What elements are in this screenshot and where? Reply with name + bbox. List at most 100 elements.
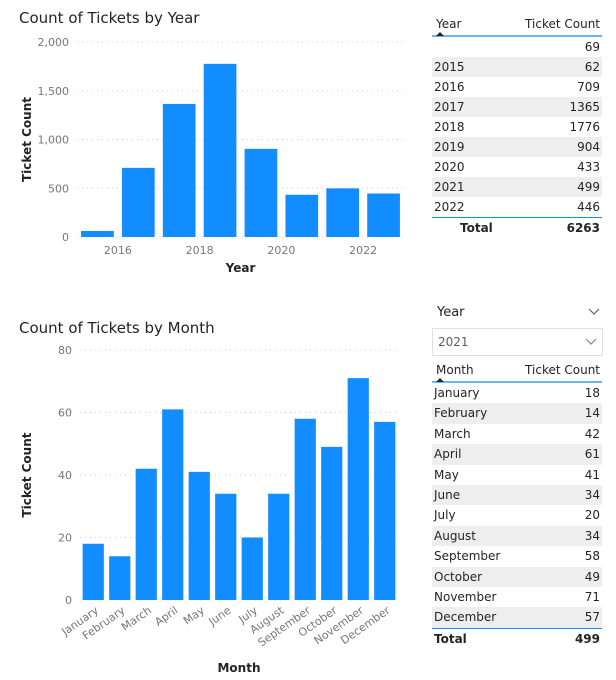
row-label: 2021 [434, 180, 465, 194]
y-axis-label: Ticket Count [20, 432, 34, 517]
bar [347, 378, 369, 600]
x-tick-label: 2022 [349, 244, 377, 257]
table-row[interactable]: December 57 [432, 607, 602, 628]
row-value: 1365 [569, 100, 600, 114]
total-row: Total 499 [432, 627, 602, 649]
table-row[interactable]: 2018 1776 [432, 117, 602, 137]
row-label: 2015 [434, 60, 465, 74]
bar [241, 537, 263, 600]
y-tick-label: 80 [58, 344, 72, 357]
row-value: 34 [584, 528, 600, 543]
row-value: 14 [584, 406, 600, 421]
row-label: April [434, 447, 462, 462]
row-label: July [434, 508, 456, 523]
bar [135, 468, 157, 600]
table-row[interactable]: 2021 499 [432, 177, 602, 197]
bar [188, 471, 210, 600]
bar [294, 418, 316, 600]
bar [285, 194, 319, 237]
table-row[interactable]: 2015 62 [432, 57, 602, 77]
y-tick-label: 0 [65, 594, 72, 607]
sort-ascending-icon [436, 378, 444, 382]
header-ticket-count[interactable]: Ticket Count [525, 17, 600, 31]
table-row[interactable]: 2019 904 [432, 137, 602, 157]
bar [326, 188, 360, 237]
table-row[interactable]: May 41 [432, 465, 602, 485]
table-row[interactable]: February 14 [432, 403, 602, 424]
header-year[interactable]: Year [436, 17, 462, 31]
x-tick-label: June [206, 604, 234, 629]
slicer-value: 2021 [438, 335, 469, 349]
chevron-down-icon [585, 338, 597, 345]
total-row: Total 6263 [432, 217, 602, 238]
x-tick-label: 2016 [104, 244, 132, 257]
bar [162, 409, 184, 600]
table-row[interactable]: January 18 [432, 383, 602, 403]
x-tick-label: April [152, 604, 180, 629]
row-label: 2016 [434, 80, 465, 94]
table-row[interactable]: August 34 [432, 525, 602, 547]
bar [268, 493, 290, 600]
table-row[interactable]: 2022 446 [432, 197, 602, 217]
year-slicer-dropdown[interactable]: 2021 [432, 328, 603, 356]
x-axis-label: Month [217, 661, 260, 675]
bar [321, 446, 343, 600]
month-chart-title: Count of Tickets by Month [19, 319, 215, 337]
row-label: August [434, 528, 476, 543]
bar [374, 421, 396, 600]
table-row[interactable]: 2020 433 [432, 157, 602, 177]
table-row[interactable]: 2016 709 [432, 77, 602, 97]
row-label: 2020 [434, 160, 465, 174]
row-value: 69 [584, 40, 600, 54]
row-label: December [434, 610, 497, 625]
row-value: 42 [584, 426, 600, 441]
row-label: September [434, 549, 501, 564]
row-label: January [434, 386, 480, 400]
table-row[interactable]: April 61 [432, 444, 602, 465]
table-row[interactable]: October 49 [432, 566, 602, 587]
row-label: February [434, 406, 488, 421]
y-axis-label: Ticket Count [20, 97, 34, 182]
table-row[interactable]: September 58 [432, 546, 602, 566]
x-axis-label: Year [225, 261, 256, 275]
table-row[interactable]: July 20 [432, 505, 602, 525]
y-tick-label: 40 [58, 469, 72, 482]
row-label: October [434, 569, 483, 584]
table-row[interactable]: November 71 [432, 587, 602, 607]
row-value: 49 [584, 569, 600, 584]
row-label: 2019 [434, 140, 465, 154]
y-tick-label: 500 [48, 182, 69, 195]
bar [367, 193, 400, 237]
row-value: 61 [584, 447, 600, 462]
total-label: Total [434, 631, 467, 646]
bar [121, 167, 155, 237]
row-value: 57 [584, 610, 600, 625]
table-row[interactable]: 2017 1365 [432, 97, 602, 117]
slicer-label: Year [437, 305, 465, 320]
y-tick-label: 1,000 [38, 134, 70, 147]
year-chart: 0 500 1,000 1,500 2,000 2016 2018 2020 2022 Year T… [20, 36, 404, 275]
table-row[interactable]: March 42 [432, 424, 602, 444]
row-value: 20 [584, 508, 600, 523]
row-value: 709 [577, 80, 600, 94]
table-row[interactable]: 69 [432, 37, 602, 57]
table-row[interactable]: June 34 [432, 484, 602, 506]
bar [203, 63, 237, 238]
header-month[interactable]: Month [436, 363, 474, 377]
y-tick-label: 60 [58, 407, 72, 420]
row-value: 433 [577, 160, 600, 174]
bar [82, 543, 104, 600]
row-value: 18 [584, 386, 600, 400]
row-value: 58 [584, 549, 600, 564]
header-ticket-count[interactable]: Ticket Count [525, 363, 600, 377]
x-tick-label: March [119, 604, 154, 634]
row-value: 34 [584, 487, 600, 502]
total-value: 6263 [566, 221, 600, 235]
chevron-down-icon[interactable] [588, 308, 600, 316]
total-label: Total [460, 221, 493, 235]
sort-ascending-icon [436, 32, 444, 36]
year-table: Year Ticket Count 69 2015 62 2016 709 2017 136… [432, 17, 602, 238]
row-value: 446 [577, 200, 600, 214]
x-tick-label: May [181, 604, 207, 628]
